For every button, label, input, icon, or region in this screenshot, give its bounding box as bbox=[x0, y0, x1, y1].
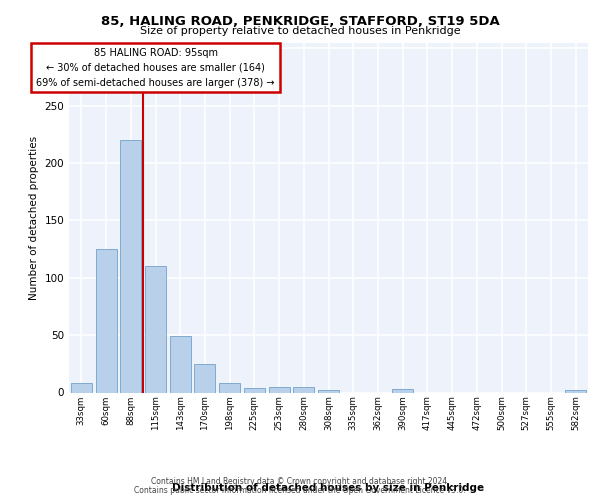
Bar bbox=[95, 249, 116, 392]
X-axis label: Distribution of detached houses by size in Penkridge: Distribution of detached houses by size … bbox=[172, 483, 485, 493]
Bar bbox=[71, 384, 92, 392]
Text: Size of property relative to detached houses in Penkridge: Size of property relative to detached ho… bbox=[140, 26, 460, 36]
Text: 85 HALING ROAD: 95sqm
← 30% of detached houses are smaller (164)
69% of semi-det: 85 HALING ROAD: 95sqm ← 30% of detached … bbox=[36, 48, 275, 88]
Bar bbox=[194, 364, 215, 392]
Bar bbox=[269, 387, 290, 392]
Bar bbox=[318, 390, 339, 392]
Text: 85, HALING ROAD, PENKRIDGE, STAFFORD, ST19 5DA: 85, HALING ROAD, PENKRIDGE, STAFFORD, ST… bbox=[101, 15, 499, 28]
Bar bbox=[145, 266, 166, 392]
Bar bbox=[170, 336, 191, 392]
Bar bbox=[244, 388, 265, 392]
Bar bbox=[392, 389, 413, 392]
Text: Contains public sector information licensed under the Open Government Licence v3: Contains public sector information licen… bbox=[134, 486, 466, 495]
Y-axis label: Number of detached properties: Number of detached properties bbox=[29, 136, 39, 300]
Bar bbox=[120, 140, 141, 392]
Bar bbox=[219, 384, 240, 392]
Bar bbox=[293, 387, 314, 392]
Bar bbox=[565, 390, 586, 392]
Text: Contains HM Land Registry data © Crown copyright and database right 2024.: Contains HM Land Registry data © Crown c… bbox=[151, 478, 449, 486]
